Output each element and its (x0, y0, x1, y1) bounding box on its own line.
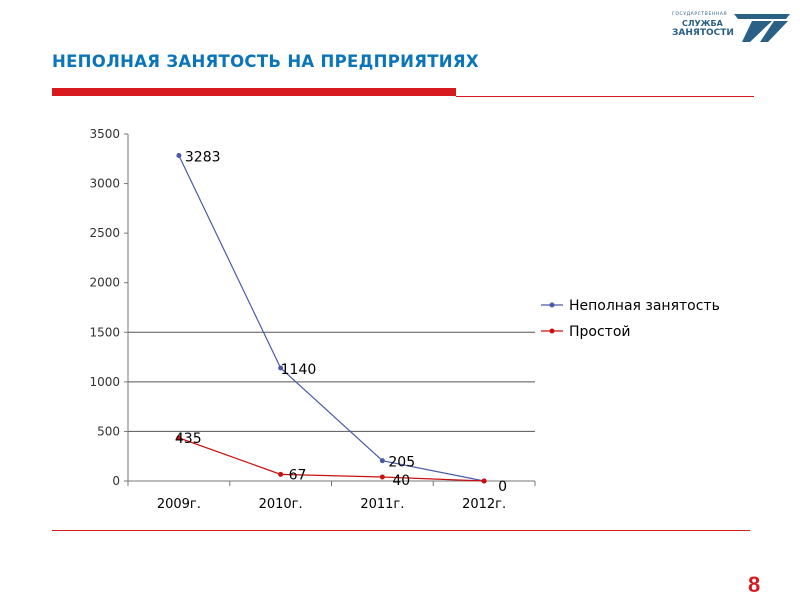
x-tick-label: 2010г. (259, 497, 303, 512)
y-tick-label: 1000 (89, 375, 120, 389)
data-label: 435 (175, 431, 202, 447)
grid (128, 331, 535, 432)
logo-line-2: ЗАНЯТОСТИ (672, 28, 734, 38)
page-number: 8 (748, 572, 761, 597)
data-point (379, 474, 385, 480)
data-label: 67 (289, 467, 307, 483)
data-label: 0 (498, 479, 507, 495)
data-labels: 3283 1140 205 0 435 67 40 (175, 150, 507, 495)
logo-small-text: ГОСУДАРСТВЕННАЯ (672, 12, 728, 17)
data-point (176, 153, 182, 159)
legend: Неполная занятость Простой (541, 298, 720, 340)
data-label: 1140 (281, 362, 317, 378)
title-underline-line (456, 96, 754, 97)
slide-title: НЕПОЛНАЯ ЗАНЯТОСТЬ НА ПРЕДПРИЯТИЯХ (52, 52, 479, 71)
x-tick-label: 2009г. (157, 497, 201, 512)
footer-line (52, 530, 750, 531)
y-tick-label: 3000 (89, 177, 120, 191)
data-point (176, 435, 182, 441)
legend-marker (549, 302, 555, 308)
y-tick-label: 0 (112, 474, 120, 488)
logo: ГОСУДАРСТВЕННАЯ СЛУЖБА ЗАНЯТОСТИ (672, 10, 792, 44)
series-line (178, 155, 485, 482)
data-label: 3283 (185, 150, 221, 166)
data-label: 40 (392, 473, 410, 489)
y-tick-label: 2500 (89, 226, 120, 240)
y-tick-label: 500 (97, 424, 120, 438)
y-tick-label: 1500 (89, 325, 120, 339)
x-tick-label: 2012г. (462, 497, 506, 512)
logo-mark-icon (734, 14, 790, 42)
series-line (178, 437, 485, 482)
logo-line-1: СЛУЖБА (682, 19, 723, 28)
series (176, 153, 487, 484)
data-point (278, 471, 284, 477)
legend-marker (549, 328, 555, 334)
data-label: 205 (388, 455, 415, 471)
x-tick-label: 2011г. (360, 497, 404, 512)
data-point (481, 478, 487, 484)
axes: 0 500 1000 1500 2000 2500 3000 3500 2009г. 2010г.… (89, 127, 536, 512)
legend-label: Простой (569, 324, 631, 340)
y-tick-label: 3500 (89, 127, 120, 141)
legend-label: Неполная занятость (569, 298, 720, 314)
title-underline-bar (52, 88, 456, 96)
data-point (278, 365, 284, 371)
data-point (379, 458, 385, 464)
y-tick-label: 2000 (89, 276, 120, 290)
